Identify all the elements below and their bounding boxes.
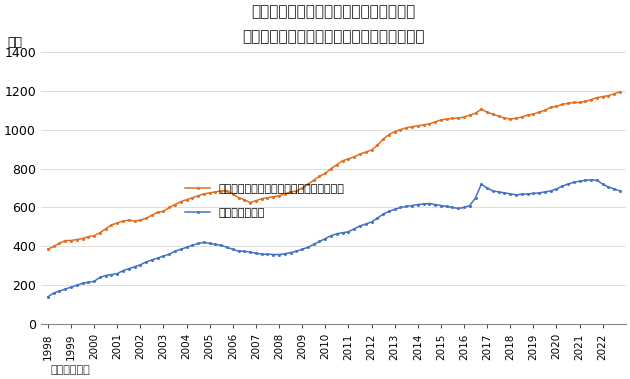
民間純金融資産（家計＋企業＋金融機関）: [385, 132, 392, 137]
一般政府純債務: [385, 209, 392, 214]
Title: 政府純債務以上に膨大な民間純金融資産
〜将来世代に渡るのは民間金融資産＞国債〜: 政府純債務以上に膨大な民間純金融資産 〜将来世代に渡るのは民間金融資産＞国債〜: [242, 4, 425, 44]
民間純金融資産（家計＋企業＋金融機関）: [570, 100, 578, 105]
民間純金融資産（家計＋企業＋金融機関）: [587, 97, 595, 102]
民間純金融資産（家計＋企業＋金融機関）: [616, 89, 624, 94]
Y-axis label: 兆円: 兆円: [7, 36, 22, 49]
一般政府純債務: [593, 178, 601, 183]
一般政府純債務: [570, 180, 578, 185]
民間純金融資産（家計＋企業＋金融機関）: [339, 158, 346, 163]
Legend: 民間純金融資産（家計＋企業＋金融機関）, 一般政府純債務: 民間純金融資産（家計＋企業＋金融機関）, 一般政府純債務: [181, 180, 349, 222]
民間純金融資産（家計＋企業＋金融機関）: [154, 210, 161, 215]
Text: （出所）日銀: （出所）日銀: [50, 365, 90, 375]
Line: 民間純金融資産（家計＋企業＋金融機関）: 民間純金融資産（家計＋企業＋金融機関）: [47, 90, 622, 251]
民間純金融資産（家計＋企業＋金融機関）: [44, 247, 52, 252]
一般政府純債務: [44, 294, 52, 299]
一般政府純債務: [154, 256, 161, 260]
民間純金融資産（家計＋企業＋金融機関）: [177, 199, 185, 204]
Line: 一般政府純債務: 一般政府純債務: [47, 178, 622, 298]
一般政府純債務: [177, 247, 185, 252]
一般政府純債務: [587, 178, 595, 182]
一般政府純債務: [339, 230, 346, 235]
一般政府純債務: [616, 189, 624, 193]
